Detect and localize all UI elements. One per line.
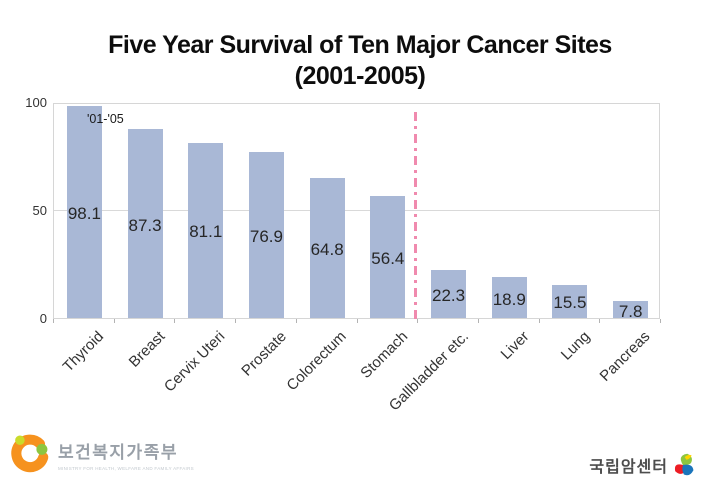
x-axis-label: Lung [557, 328, 593, 364]
ncc-logo-text: 국립암센터 [589, 459, 668, 476]
ministry-logo: 보건복지가족부 MINISTRY FOR HEALTH, WELFARE AND… [8, 432, 194, 476]
x-axis-tick [174, 319, 176, 323]
bar [127, 129, 163, 318]
x-axis-tick [235, 319, 237, 323]
bar [613, 301, 649, 318]
bar-value-label: 98.1 [67, 204, 101, 224]
ministry-swirl-icon [11, 434, 49, 473]
bar [248, 151, 284, 318]
x-axis-tick [356, 319, 358, 323]
ncc-pinwheel-icon [674, 453, 694, 476]
x-axis-label: Cervix Uteri [161, 328, 229, 396]
y-axis-tick-label: 100 [25, 95, 47, 110]
bar [66, 106, 102, 318]
x-axis-tick [295, 319, 297, 323]
plot-area: 98.1 87.3 81.1 76.9 64.8 56.4 22.3 18.9 15.5 7.8 [53, 103, 660, 321]
bar-value-label: 22.3 [432, 285, 466, 305]
x-axis-label: Thyroid [59, 328, 108, 376]
bar-value-label: 87.3 [128, 215, 162, 235]
bar [370, 196, 406, 318]
x-axis-tick [538, 319, 540, 323]
divider-dashdot-line [414, 112, 417, 320]
bar-value-label: 56.4 [371, 249, 405, 269]
y-axis-tick-label: 0 [39, 311, 47, 326]
bar [188, 142, 224, 318]
x-axis-label: Stomach [356, 328, 411, 382]
bar [491, 277, 527, 318]
bar-value-label: 76.9 [249, 226, 283, 246]
y-axis-tick-label: 50 [32, 203, 47, 218]
x-axis-tick [477, 319, 479, 323]
x-axis-label: Prostate [237, 328, 290, 380]
bar-value-label: 15.5 [553, 293, 587, 313]
x-axis-tick [53, 319, 54, 323]
bar-value-label: 81.1 [189, 222, 223, 242]
x-axis-label: Liver [497, 328, 533, 364]
x-axis-label: Colorectum [283, 328, 351, 395]
bar [552, 284, 588, 318]
x-axis-tick [599, 319, 601, 323]
x-axis-tick [417, 319, 419, 323]
x-axis-tick [660, 319, 661, 323]
bar-value-label: 18.9 [492, 289, 526, 309]
chart-title-line2: (2001-2005) [294, 62, 426, 90]
bar-value-label: 64.8 [310, 240, 344, 260]
bar-value-label: 7.8 [618, 301, 643, 321]
x-axis-tick [113, 319, 115, 323]
bar [309, 178, 345, 318]
ministry-logo-caption: MINISTRY FOR HEALTH, WELFARE AND FAMILY … [58, 465, 194, 471]
chart-title: Five Year Survival of Ten Major Cancer S… [0, 30, 720, 92]
gridline [54, 210, 659, 211]
x-axis-label: Pancreas [596, 328, 654, 385]
legend-series-label: '01-'05 [87, 112, 124, 126]
x-axis-label: Breast [125, 328, 169, 371]
bar [431, 269, 467, 318]
ncc-logo: 국립암센터 [589, 452, 696, 478]
chart-title-line1: Five Year Survival of Ten Major Cancer S… [108, 31, 612, 59]
ministry-logo-text: 보건복지가족부 [58, 442, 178, 462]
